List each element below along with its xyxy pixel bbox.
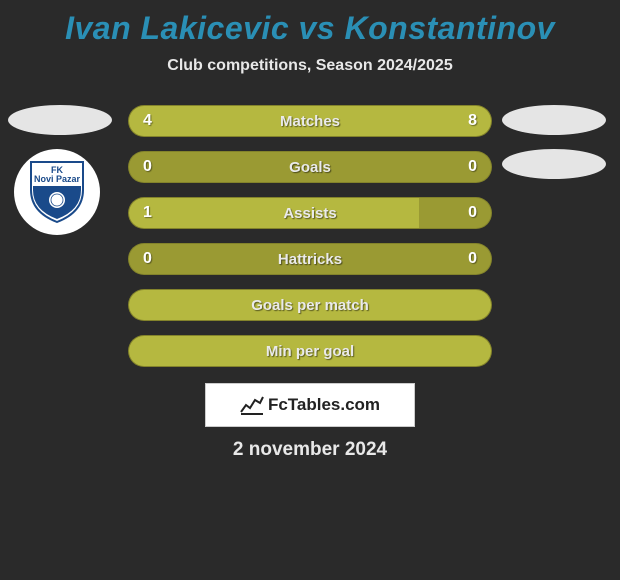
shield-icon: FK Novi Pazar bbox=[29, 160, 85, 224]
subtitle: Club competitions, Season 2024/2025 bbox=[8, 57, 612, 75]
stat-label: Assists bbox=[129, 205, 491, 222]
right-club-oval bbox=[502, 149, 606, 179]
left-club-badge: FK Novi Pazar bbox=[14, 149, 100, 235]
left-player-oval bbox=[8, 105, 112, 135]
stat-row: 00Hattricks bbox=[128, 243, 492, 275]
date-text: 2 november 2024 bbox=[8, 439, 612, 461]
badge-text: FK Novi Pazar bbox=[29, 166, 85, 185]
stat-row: 10Assists bbox=[128, 197, 492, 229]
right-column bbox=[502, 105, 612, 179]
right-player-oval bbox=[502, 105, 606, 135]
stat-row: Min per goal bbox=[128, 335, 492, 367]
stat-bars: 48Matches 00Goals 10Assists 00Hattricks Goal… bbox=[128, 105, 492, 367]
page-title: Ivan Lakicevic vs Konstantinov bbox=[8, 10, 612, 47]
stat-label: Goals bbox=[129, 159, 491, 176]
brand-box[interactable]: FcTables.com bbox=[205, 383, 415, 427]
comparison-infographic: Ivan Lakicevic vs Konstantinov Club comp… bbox=[0, 0, 620, 471]
stat-row: 00Goals bbox=[128, 151, 492, 183]
left-column: FK Novi Pazar bbox=[8, 105, 118, 235]
stat-row: Goals per match bbox=[128, 289, 492, 321]
brand-text: FcTables.com bbox=[268, 395, 380, 415]
stat-label: Goals per match bbox=[129, 297, 491, 314]
stat-label: Min per goal bbox=[129, 343, 491, 360]
stat-label: Hattricks bbox=[129, 251, 491, 268]
fctables-icon bbox=[240, 395, 264, 415]
main-row: FK Novi Pazar 48Matches 00Goals 10Assists 0… bbox=[8, 105, 612, 367]
stat-row: 48Matches bbox=[128, 105, 492, 137]
stat-label: Matches bbox=[129, 113, 491, 130]
